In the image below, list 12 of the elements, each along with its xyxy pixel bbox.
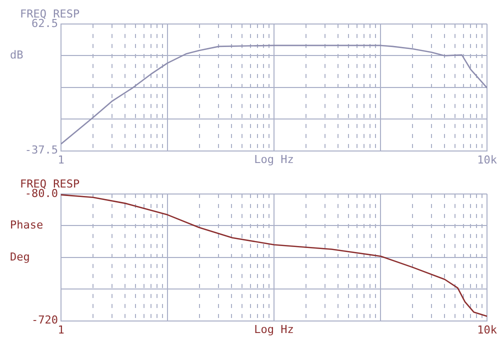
text: Phase Deg <box>10 218 44 264</box>
x-axis-title: Log Hz <box>254 323 294 336</box>
x-tick-label: 10k <box>477 153 498 166</box>
x-tick-label: 1 <box>58 153 64 166</box>
x-tick-label: 10k <box>477 323 498 336</box>
x-tick-label: 1 <box>58 323 64 336</box>
chart-title: FREQ RESP <box>20 7 80 20</box>
x-axis-title: Log Hz <box>254 153 294 166</box>
chart-title: FREQ RESP <box>20 177 80 190</box>
y-axis-title: dB <box>10 48 24 62</box>
y-tick-label: -37.5 <box>24 144 58 157</box>
y-tick-label: -720 <box>32 314 58 327</box>
